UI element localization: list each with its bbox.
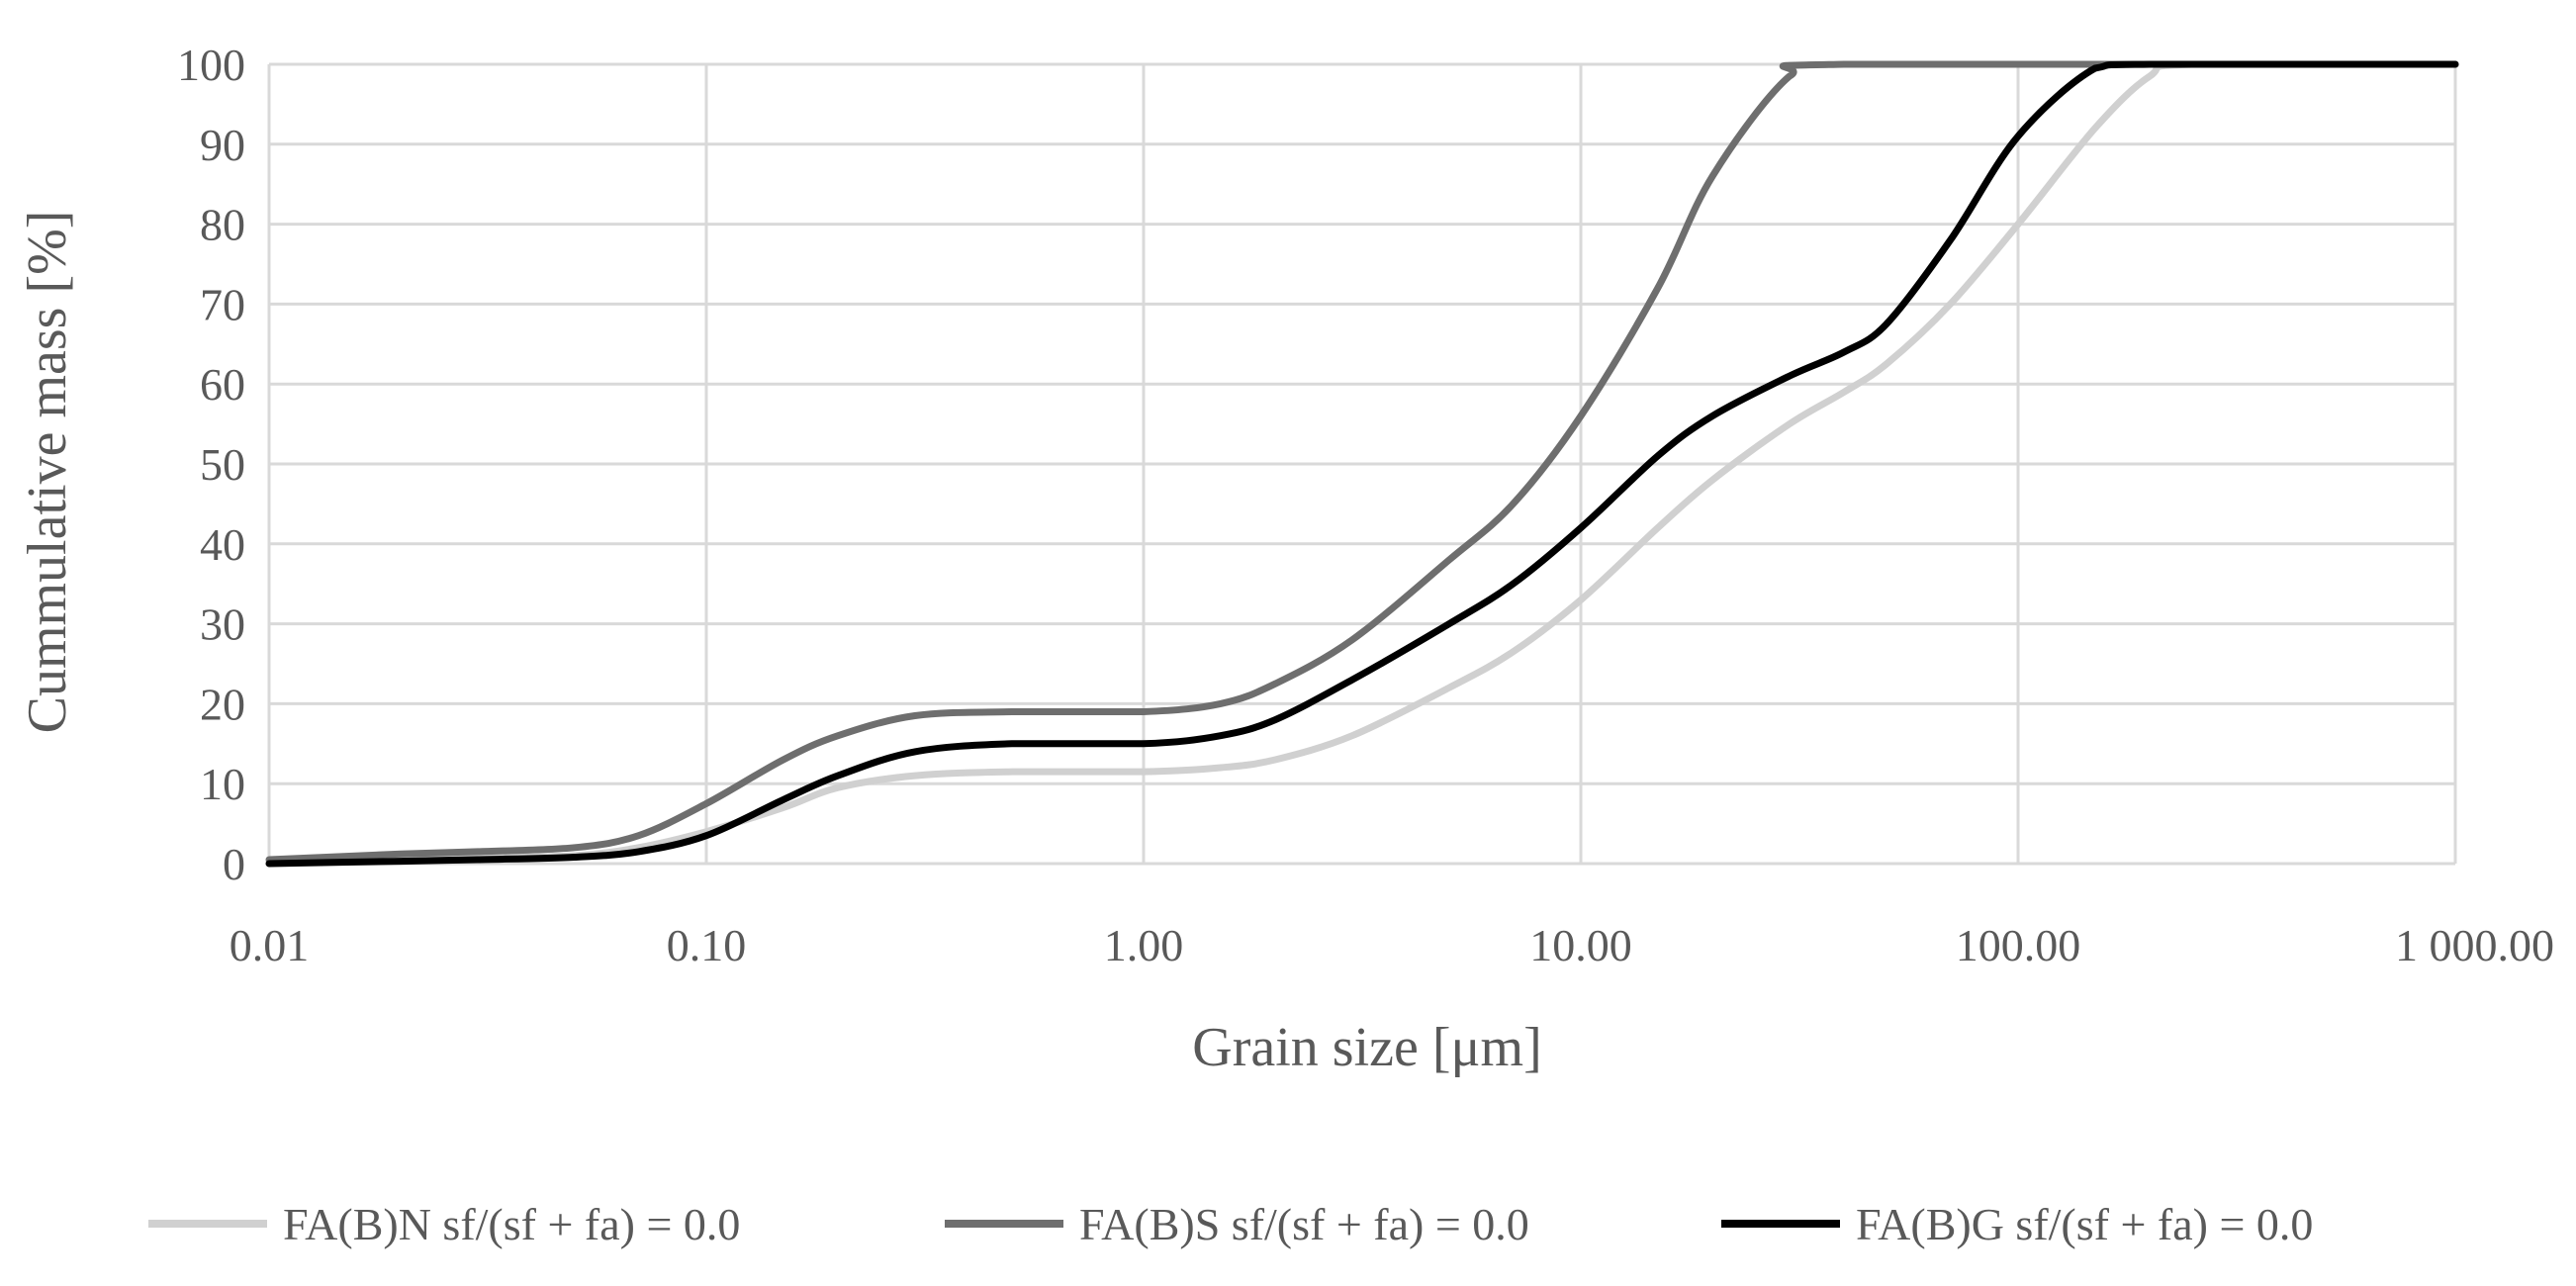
x-tick-label: 0.10 <box>667 920 747 970</box>
x-axis-title: Grain size [μm] <box>1192 1017 1541 1078</box>
y-axis-title: Cummulative mass [%] <box>17 211 78 734</box>
y-tick-label: 0 <box>223 839 245 889</box>
legend-label-3: FA(B)G sf/(sf + fa) = 0.0 <box>1856 1199 2313 1249</box>
y-tick-label: 20 <box>200 679 245 729</box>
x-tick-label: 0.01 <box>230 920 310 970</box>
legend-label-2: FA(B)S sf/(sf + fa) = 0.0 <box>1079 1199 1529 1249</box>
y-tick-label: 60 <box>200 359 245 410</box>
legend: FA(B)N sf/(sf + fa) = 0.0 FA(B)S sf/(sf +… <box>148 1199 2313 1249</box>
series-line-2 <box>265 60 2459 864</box>
x-tick-label: 1 000.00 <box>2395 920 2554 970</box>
x-tick-label: 100.00 <box>1956 920 2081 970</box>
y-tick-label: 50 <box>200 439 245 490</box>
y-tick-label: 90 <box>200 120 245 170</box>
y-tick-label: 80 <box>200 200 245 250</box>
y-tick-label: 30 <box>200 599 245 650</box>
axis-ticks: 0 10 20 30 40 50 60 70 80 90 100 0.01 0.10 1.00 10.00 1… <box>177 40 2554 970</box>
y-tick-label: 100 <box>177 40 245 90</box>
series-line-3 <box>265 60 2459 868</box>
grid <box>267 62 2457 866</box>
x-tick-label: 1.00 <box>1104 920 1184 970</box>
y-tick-label: 10 <box>200 759 245 809</box>
plot-area <box>265 60 2459 868</box>
x-tick-label: 10.00 <box>1529 920 1632 970</box>
series-line-1 <box>265 60 2459 866</box>
y-tick-label: 40 <box>200 519 245 570</box>
legend-label-1: FA(B)N sf/(sf + fa) = 0.0 <box>283 1199 740 1249</box>
y-tick-label: 70 <box>200 279 245 329</box>
